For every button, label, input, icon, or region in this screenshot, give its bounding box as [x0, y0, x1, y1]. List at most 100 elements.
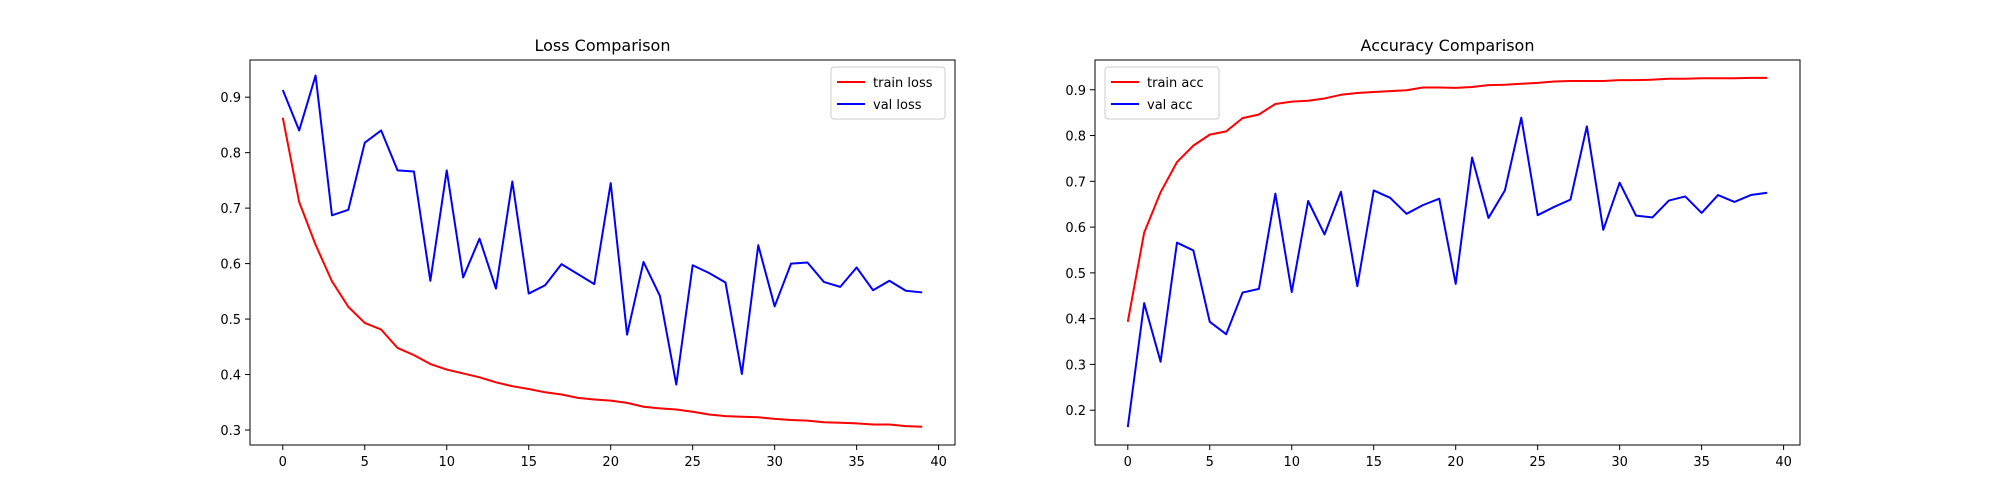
loss-data-point — [593, 283, 595, 285]
accuracy-data-point — [1176, 242, 1178, 244]
loss-data-point — [298, 129, 300, 131]
accuracy-data-point — [1143, 232, 1145, 234]
accuracy-series-group — [1126, 76, 1768, 428]
accuracy-x-tick-label: 35 — [1693, 455, 1710, 470]
accuracy-y-tick-label: 0.2 — [1065, 404, 1086, 419]
accuracy-y-tick-label: 0.9 — [1065, 84, 1086, 99]
accuracy-data-point — [1569, 80, 1571, 82]
loss-data-point — [380, 329, 382, 331]
accuracy-data-point — [1766, 192, 1768, 194]
accuracy-data-point — [1192, 249, 1194, 251]
loss-chart: Loss Comparison 0 5 10 15 20 25 30 35 40 0.3 0.4 0.… — [220, 36, 956, 470]
loss-data-point — [757, 416, 759, 418]
loss-data-point — [806, 420, 808, 422]
accuracy-x-tick-label: 0 — [1124, 455, 1132, 470]
loss-data-point — [561, 394, 563, 396]
loss-data-point — [528, 388, 530, 390]
loss-data-point — [872, 289, 874, 291]
accuracy-chart-title: Accuracy Comparison — [1361, 36, 1535, 55]
loss-y-tick-label: 0.4 — [220, 369, 241, 384]
accuracy-data-point — [1127, 426, 1129, 428]
loss-data-point — [446, 369, 448, 371]
loss-data-point — [347, 306, 349, 308]
loss-x-tick-label: 0 — [279, 455, 287, 470]
accuracy-x-tick-label: 30 — [1611, 455, 1628, 470]
loss-data-point — [364, 322, 366, 324]
loss-data-point — [413, 354, 415, 356]
loss-series-line-val-loss — [281, 74, 923, 386]
loss-data-point — [757, 244, 759, 246]
accuracy-data-point — [1291, 291, 1293, 293]
loss-plot-frame — [249, 59, 956, 446]
loss-data-point — [692, 264, 694, 266]
loss-data-point — [528, 293, 530, 295]
accuracy-data-point — [1668, 200, 1670, 202]
accuracy-data-point — [1192, 145, 1194, 147]
accuracy-data-point — [1619, 79, 1621, 81]
accuracy-y-tick-label: 0.4 — [1065, 313, 1086, 328]
accuracy-data-point — [1504, 84, 1506, 86]
accuracy-x-tick-label: 25 — [1529, 455, 1546, 470]
accuracy-data-point — [1209, 134, 1211, 136]
accuracy-data-point — [1258, 288, 1260, 290]
accuracy-data-point — [1143, 302, 1145, 304]
loss-legend-label: train loss — [873, 76, 933, 91]
accuracy-data-point — [1274, 103, 1276, 105]
loss-data-point — [741, 416, 743, 418]
accuracy-data-point — [1455, 283, 1457, 285]
loss-legend-label: val loss — [873, 98, 922, 113]
accuracy-x-tick-label: 10 — [1283, 455, 1300, 470]
loss-data-point — [282, 89, 284, 91]
accuracy-data-point — [1766, 77, 1768, 79]
accuracy-series-line-train-acc — [1126, 76, 1768, 323]
loss-data-point — [905, 425, 907, 427]
loss-data-point — [495, 381, 497, 383]
loss-data-point — [921, 426, 923, 428]
accuracy-data-point — [1373, 91, 1375, 93]
loss-data-point — [790, 263, 792, 265]
accuracy-data-point — [1553, 206, 1555, 208]
accuracy-data-point — [1389, 197, 1391, 199]
loss-x-tick-label: 5 — [361, 455, 369, 470]
accuracy-data-point — [1389, 90, 1391, 92]
loss-data-point — [659, 407, 661, 409]
loss-data-point — [446, 169, 448, 171]
accuracy-data-point — [1733, 77, 1735, 79]
accuracy-data-point — [1651, 79, 1653, 81]
loss-data-point — [626, 334, 628, 336]
loss-data-point — [413, 171, 415, 173]
accuracy-data-point — [1242, 292, 1244, 294]
accuracy-data-point — [1520, 117, 1522, 119]
accuracy-data-point — [1422, 86, 1424, 88]
loss-y-tick-label: 0.6 — [220, 258, 241, 273]
loss-data-point — [888, 280, 890, 282]
loss-data-point — [708, 413, 710, 415]
accuracy-y-tick-label: 0.8 — [1065, 130, 1086, 145]
loss-data-point — [282, 117, 284, 119]
accuracy-data-point — [1504, 189, 1506, 191]
loss-data-point — [839, 286, 841, 288]
accuracy-data-point — [1209, 321, 1211, 323]
loss-data-point — [692, 411, 694, 413]
accuracy-data-point — [1733, 201, 1735, 203]
accuracy-data-point — [1324, 233, 1326, 235]
loss-data-point — [839, 422, 841, 424]
accuracy-y-tick-label: 0.6 — [1065, 221, 1086, 236]
accuracy-data-point — [1750, 77, 1752, 79]
loss-data-point — [724, 281, 726, 283]
accuracy-data-point — [1307, 100, 1309, 102]
accuracy-data-point — [1586, 125, 1588, 127]
loss-data-point — [544, 284, 546, 286]
accuracy-data-point — [1455, 87, 1457, 89]
loss-y-tick-label: 0.8 — [220, 147, 241, 162]
accuracy-data-point — [1471, 157, 1473, 159]
loss-data-point — [806, 261, 808, 263]
accuracy-legend-box — [1104, 66, 1220, 120]
accuracy-y-tick-label: 0.5 — [1065, 267, 1086, 282]
accuracy-data-point — [1438, 198, 1440, 200]
loss-x-tick-label: 35 — [848, 455, 865, 470]
accuracy-data-point — [1537, 82, 1539, 84]
loss-data-point — [479, 376, 481, 378]
loss-data-point — [790, 419, 792, 421]
